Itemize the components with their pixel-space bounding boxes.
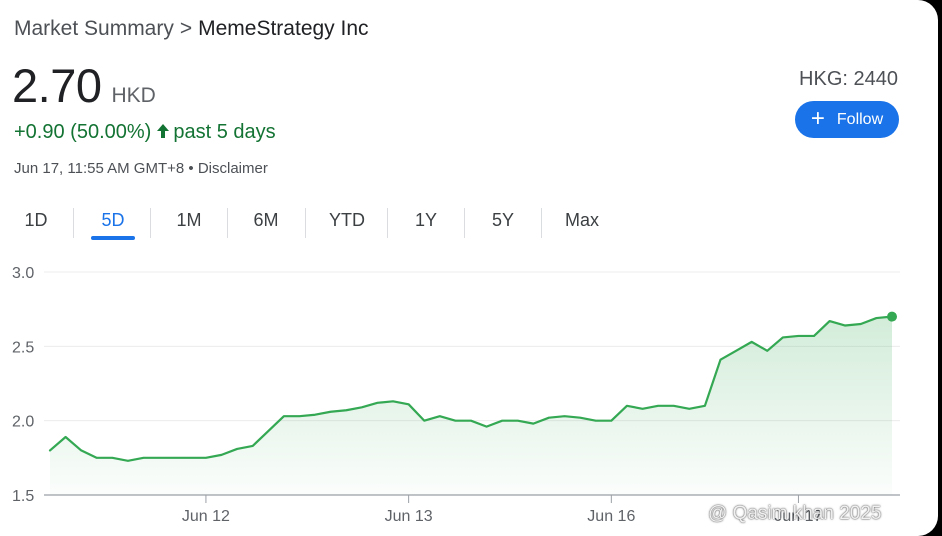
tab-divider [227, 208, 228, 238]
tab-5d[interactable]: 5D [90, 204, 136, 240]
y-tick-label: 1.5 [12, 488, 34, 505]
tab-divider [464, 208, 465, 238]
plus-icon: + [810, 104, 825, 132]
last-price-point [887, 311, 897, 322]
breadcrumb-separator: > [179, 17, 193, 40]
price-chart[interactable]: 3.0 2.5 2.0 1.5 Jun 12 Jun 13 Jun 16 Jun 17 [0, 255, 938, 536]
tab-divider [541, 208, 542, 238]
tab-divider [73, 208, 74, 238]
arrow-up-icon [156, 122, 170, 145]
current-price: 2.70 [12, 59, 102, 112]
quote-timestamp: Jun 17, 11:55 AM GMT+8 • Disclaimer [14, 160, 268, 177]
tab-1y[interactable]: 1Y [414, 210, 438, 230]
timestamp-text: Jun 17, 11:55 AM GMT+8 [14, 160, 185, 177]
change-period: past 5 days [173, 121, 276, 143]
tab-max[interactable]: Max [564, 210, 599, 230]
follow-button[interactable]: + Follow [795, 101, 899, 138]
price-area-fill [50, 316, 892, 495]
bullet-separator: • [188, 160, 194, 177]
x-tick-label: Jun 13 [385, 508, 433, 525]
y-tick-label: 3.0 [12, 265, 34, 282]
y-tick-label: 2.5 [12, 339, 34, 356]
x-tick-label: Jun 12 [182, 508, 230, 525]
watermark-text: @ Qasim khan 2025 [708, 503, 882, 524]
price-line [48, 315, 894, 462]
company-name: MemeStrategy Inc [198, 17, 369, 40]
range-tabs: 1D 5D 1M 6M YTD 1Y 5Y Max [0, 204, 640, 244]
y-tick-label: 2.0 [12, 414, 34, 431]
price-row: 2.70 HKD [12, 58, 156, 113]
breadcrumb: Market Summary > MemeStrategy Inc [14, 17, 369, 41]
tab-1d[interactable]: 1D [24, 210, 48, 230]
currency-code: HKD [111, 84, 156, 107]
tab-ytd[interactable]: YTD [329, 210, 365, 230]
x-tick-label: Jun 17 [774, 508, 822, 525]
disclaimer-link[interactable]: Disclaimer [197, 160, 268, 177]
tab-divider [305, 208, 306, 238]
tab-1m[interactable]: 1M [176, 210, 202, 230]
tab-divider [150, 208, 151, 238]
ticker-symbol: HKG: 2440 [799, 68, 898, 90]
tab-5y[interactable]: 5Y [491, 210, 515, 230]
tab-6m[interactable]: 6M [253, 210, 279, 230]
breadcrumb-root-link[interactable]: Market Summary [14, 17, 174, 40]
follow-label: Follow [836, 110, 884, 128]
x-tick-label: Jun 16 [587, 508, 635, 525]
watermark: @ Qasim khan 2025 [682, 500, 882, 528]
change-value: +0.90 (50.00%) [14, 121, 152, 143]
diamond-logo-icon [682, 500, 704, 528]
tab-divider [387, 208, 388, 238]
price-change: +0.90 (50.00%) past 5 days [14, 121, 276, 145]
